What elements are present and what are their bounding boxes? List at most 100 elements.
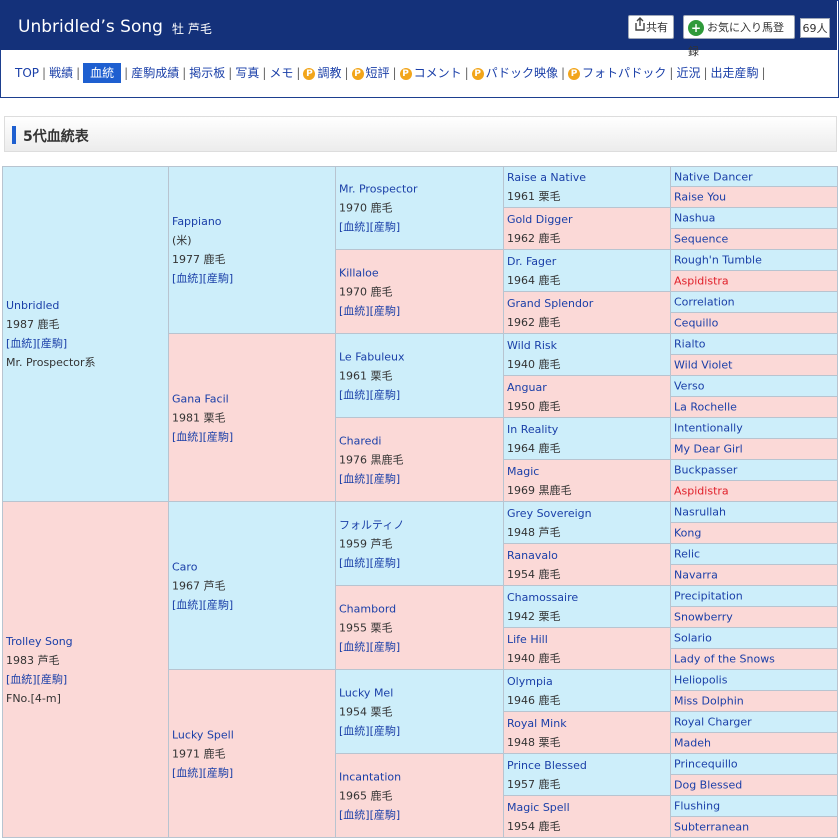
pedigree-link[interactable]: [血統]	[172, 272, 203, 285]
nav-item-2[interactable]: 血統	[83, 63, 122, 83]
horse-link[interactable]: Snowberry	[674, 610, 733, 624]
horse-link[interactable]: Nashua	[674, 211, 716, 225]
horse-link[interactable]: Prince Blessed	[507, 758, 587, 772]
horse-link[interactable]: Aspidistra	[674, 484, 729, 498]
pedigree-link[interactable]: [血統]	[172, 430, 203, 443]
progeny-link[interactable]: [産駒]	[202, 766, 234, 779]
horse-link[interactable]: Raise a Native	[507, 171, 587, 184]
nav-item-13[interactable]: 出走産駒	[710, 66, 759, 80]
horse-link[interactable]: Madeh	[674, 736, 711, 750]
horse-link[interactable]: Subterranean	[674, 820, 750, 834]
horse-link[interactable]: Kong	[674, 526, 702, 540]
horse-link[interactable]: Princequillo	[674, 757, 738, 771]
pedigree-link[interactable]: [血統]	[339, 388, 370, 401]
horse-link[interactable]: Solario	[674, 631, 712, 645]
horse-link[interactable]: Aspidistra	[674, 274, 729, 288]
horse-link[interactable]: Rough'n Tumble	[674, 253, 762, 267]
favorite-register-button[interactable]: + お気に入り馬登録	[683, 15, 795, 58]
progeny-link[interactable]: [産駒]	[369, 472, 401, 485]
pedigree-link[interactable]: [血統]	[339, 220, 370, 234]
pedigree-link[interactable]: [血統]	[172, 598, 203, 611]
horse-link[interactable]: Gana Facil	[172, 392, 229, 405]
progeny-link[interactable]: [産駒]	[202, 272, 234, 285]
horse-link[interactable]: Navarra	[674, 568, 718, 582]
horse-link[interactable]: Incantation	[339, 770, 402, 783]
horse-link[interactable]: Lucky Mel	[339, 686, 394, 699]
pedigree-link[interactable]: [血統]	[339, 640, 370, 653]
horse-link[interactable]: Lucky Spell	[172, 728, 234, 741]
horse-link[interactable]: Fappiano	[172, 215, 222, 228]
nav-item-6[interactable]: メモ	[269, 66, 294, 80]
horse-link[interactable]: Ranavalo	[507, 548, 558, 562]
horse-link[interactable]: Trolley Song	[6, 634, 73, 648]
horse-link[interactable]: Flushing	[674, 799, 721, 813]
nav-item-3[interactable]: 産駒成績	[131, 66, 180, 80]
progeny-link[interactable]: [産駒]	[369, 808, 401, 821]
horse-link[interactable]: Anguar	[507, 380, 547, 394]
horse-link[interactable]: Miss Dolphin	[674, 694, 744, 708]
nav-item-9[interactable]: コメント	[413, 66, 462, 80]
pedigree-link[interactable]: [血統]	[339, 472, 370, 485]
horse-link[interactable]: Native Dancer	[674, 170, 753, 183]
horse-link[interactable]: Mr. Prospector	[339, 182, 418, 196]
horse-link[interactable]: Sequence	[674, 232, 729, 246]
horse-link[interactable]: Buckpasser	[674, 463, 738, 477]
horse-link[interactable]: In Reality	[507, 422, 559, 436]
horse-link[interactable]: Precipitation	[674, 589, 743, 603]
progeny-link[interactable]: [産駒]	[202, 598, 234, 611]
horse-link[interactable]: Verso	[674, 379, 705, 393]
pedigree-link[interactable]: [血統]	[339, 724, 370, 737]
horse-link[interactable]: Magic	[507, 464, 540, 478]
horse-link[interactable]: Grand Splendor	[507, 296, 594, 310]
pedigree-link[interactable]: [血統]	[6, 672, 37, 686]
progeny-link[interactable]: [産駒]	[36, 337, 68, 350]
horse-link[interactable]: Magic Spell	[507, 800, 570, 814]
horse-link[interactable]: Chamossaire	[507, 590, 579, 604]
horse-link[interactable]: Caro	[172, 560, 198, 573]
horse-link[interactable]: Olympia	[507, 674, 553, 688]
nav-item-0[interactable]: TOP	[15, 66, 40, 80]
horse-link[interactable]: Killaloe	[339, 266, 379, 279]
progeny-link[interactable]: [産駒]	[202, 430, 234, 443]
horse-link[interactable]: Lady of the Snows	[674, 652, 775, 666]
horse-link[interactable]: My Dear Girl	[674, 442, 743, 456]
nav-item-12[interactable]: 近況	[676, 66, 701, 80]
horse-link[interactable]: Correlation	[674, 295, 735, 309]
horse-link[interactable]: Life Hill	[507, 632, 548, 646]
horse-link[interactable]: Wild Violet	[674, 358, 733, 372]
progeny-link[interactable]: [産駒]	[369, 388, 401, 401]
nav-item-8[interactable]: 短評	[365, 66, 390, 80]
horse-link[interactable]: Relic	[674, 547, 701, 561]
horse-link[interactable]: Charedi	[339, 434, 382, 447]
horse-link[interactable]: フォルティノ	[339, 518, 405, 531]
nav-item-4[interactable]: 掲示板	[189, 66, 226, 80]
horse-link[interactable]: Nasrullah	[674, 505, 727, 519]
nav-item-11[interactable]: フォトパドック	[582, 66, 667, 80]
progeny-link[interactable]: [産駒]	[369, 724, 401, 737]
horse-link[interactable]: La Rochelle	[674, 400, 737, 414]
share-button[interactable]: 共有	[628, 15, 674, 39]
progeny-link[interactable]: [産駒]	[369, 556, 401, 569]
horse-link[interactable]: Wild Risk	[507, 338, 558, 352]
horse-link[interactable]: Dr. Fager	[507, 254, 557, 268]
horse-link[interactable]: Raise You	[674, 190, 727, 204]
horse-link[interactable]: Dog Blessed	[674, 778, 743, 792]
horse-link[interactable]: Heliopolis	[674, 673, 728, 687]
nav-item-7[interactable]: 調教	[317, 66, 342, 80]
pedigree-link[interactable]: [血統]	[339, 556, 370, 569]
horse-link[interactable]: Rialto	[674, 337, 706, 351]
horse-link[interactable]: Gold Digger	[507, 212, 573, 226]
horse-link[interactable]: Chambord	[339, 602, 397, 615]
nav-item-1[interactable]: 戦績	[49, 66, 74, 80]
pedigree-link[interactable]: [血統]	[172, 766, 203, 779]
nav-item-5[interactable]: 写真	[235, 66, 260, 80]
nav-item-10[interactable]: パドック映像	[485, 66, 558, 80]
progeny-link[interactable]: [産駒]	[369, 640, 401, 653]
horse-link[interactable]: Unbridled	[6, 299, 60, 312]
pedigree-link[interactable]: [血統]	[339, 808, 370, 821]
progeny-link[interactable]: [産駒]	[36, 672, 68, 686]
horse-link[interactable]: Le Fabuleux	[339, 350, 405, 363]
horse-link[interactable]: Grey Sovereign	[507, 506, 592, 520]
horse-link[interactable]: Cequillo	[674, 316, 719, 330]
progeny-link[interactable]: [産駒]	[369, 220, 401, 234]
